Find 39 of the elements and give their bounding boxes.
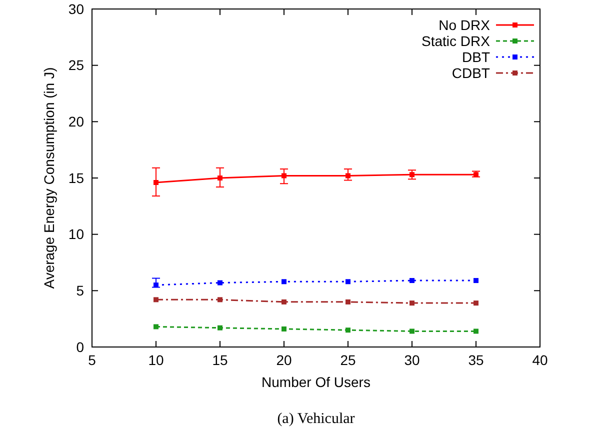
- point: [474, 278, 478, 284]
- point: [282, 279, 286, 284]
- y-axis-title: Average Energy Consumption (in J): [41, 67, 57, 289]
- y-tick-label: 10: [68, 226, 84, 242]
- y-tick-label: 20: [68, 114, 84, 130]
- x-tick-label: 15: [212, 352, 228, 368]
- x-tick-label: 25: [340, 352, 356, 368]
- point: [218, 297, 222, 302]
- point: [410, 300, 414, 306]
- point: [346, 328, 350, 333]
- y-tick-label: 5: [76, 282, 84, 299]
- x-tick-label: 20: [276, 352, 292, 368]
- x-tick-label: 40: [532, 352, 548, 368]
- legend-label: CDBT: [452, 64, 490, 81]
- point: [346, 279, 350, 284]
- y-tick-label: 30: [68, 0, 84, 17]
- point: [474, 328, 478, 334]
- point: [346, 299, 350, 304]
- point: [410, 278, 414, 284]
- x-tick-label: 5: [88, 352, 96, 368]
- point: [282, 299, 286, 304]
- point: [154, 297, 158, 302]
- text: (a) Vehicular: [277, 411, 355, 427]
- legend-label: DBT: [462, 48, 490, 65]
- point: [410, 328, 414, 334]
- x-tick-label: 30: [404, 352, 420, 368]
- x-tick-label: 10: [148, 352, 164, 368]
- y-tick-label: 0: [76, 338, 84, 355]
- legend-label: Static DRX: [422, 32, 491, 49]
- y-tick-label: 15: [68, 170, 84, 186]
- y-tick-label: 25: [68, 57, 84, 74]
- point: [154, 324, 158, 330]
- point: [474, 300, 478, 306]
- point: [218, 280, 222, 286]
- legend-label: No DRX: [438, 16, 491, 33]
- x-tick-label: 35: [468, 352, 484, 368]
- point: [218, 325, 222, 330]
- point: [282, 326, 286, 332]
- x-axis-title: Number Of Users: [262, 374, 370, 390]
